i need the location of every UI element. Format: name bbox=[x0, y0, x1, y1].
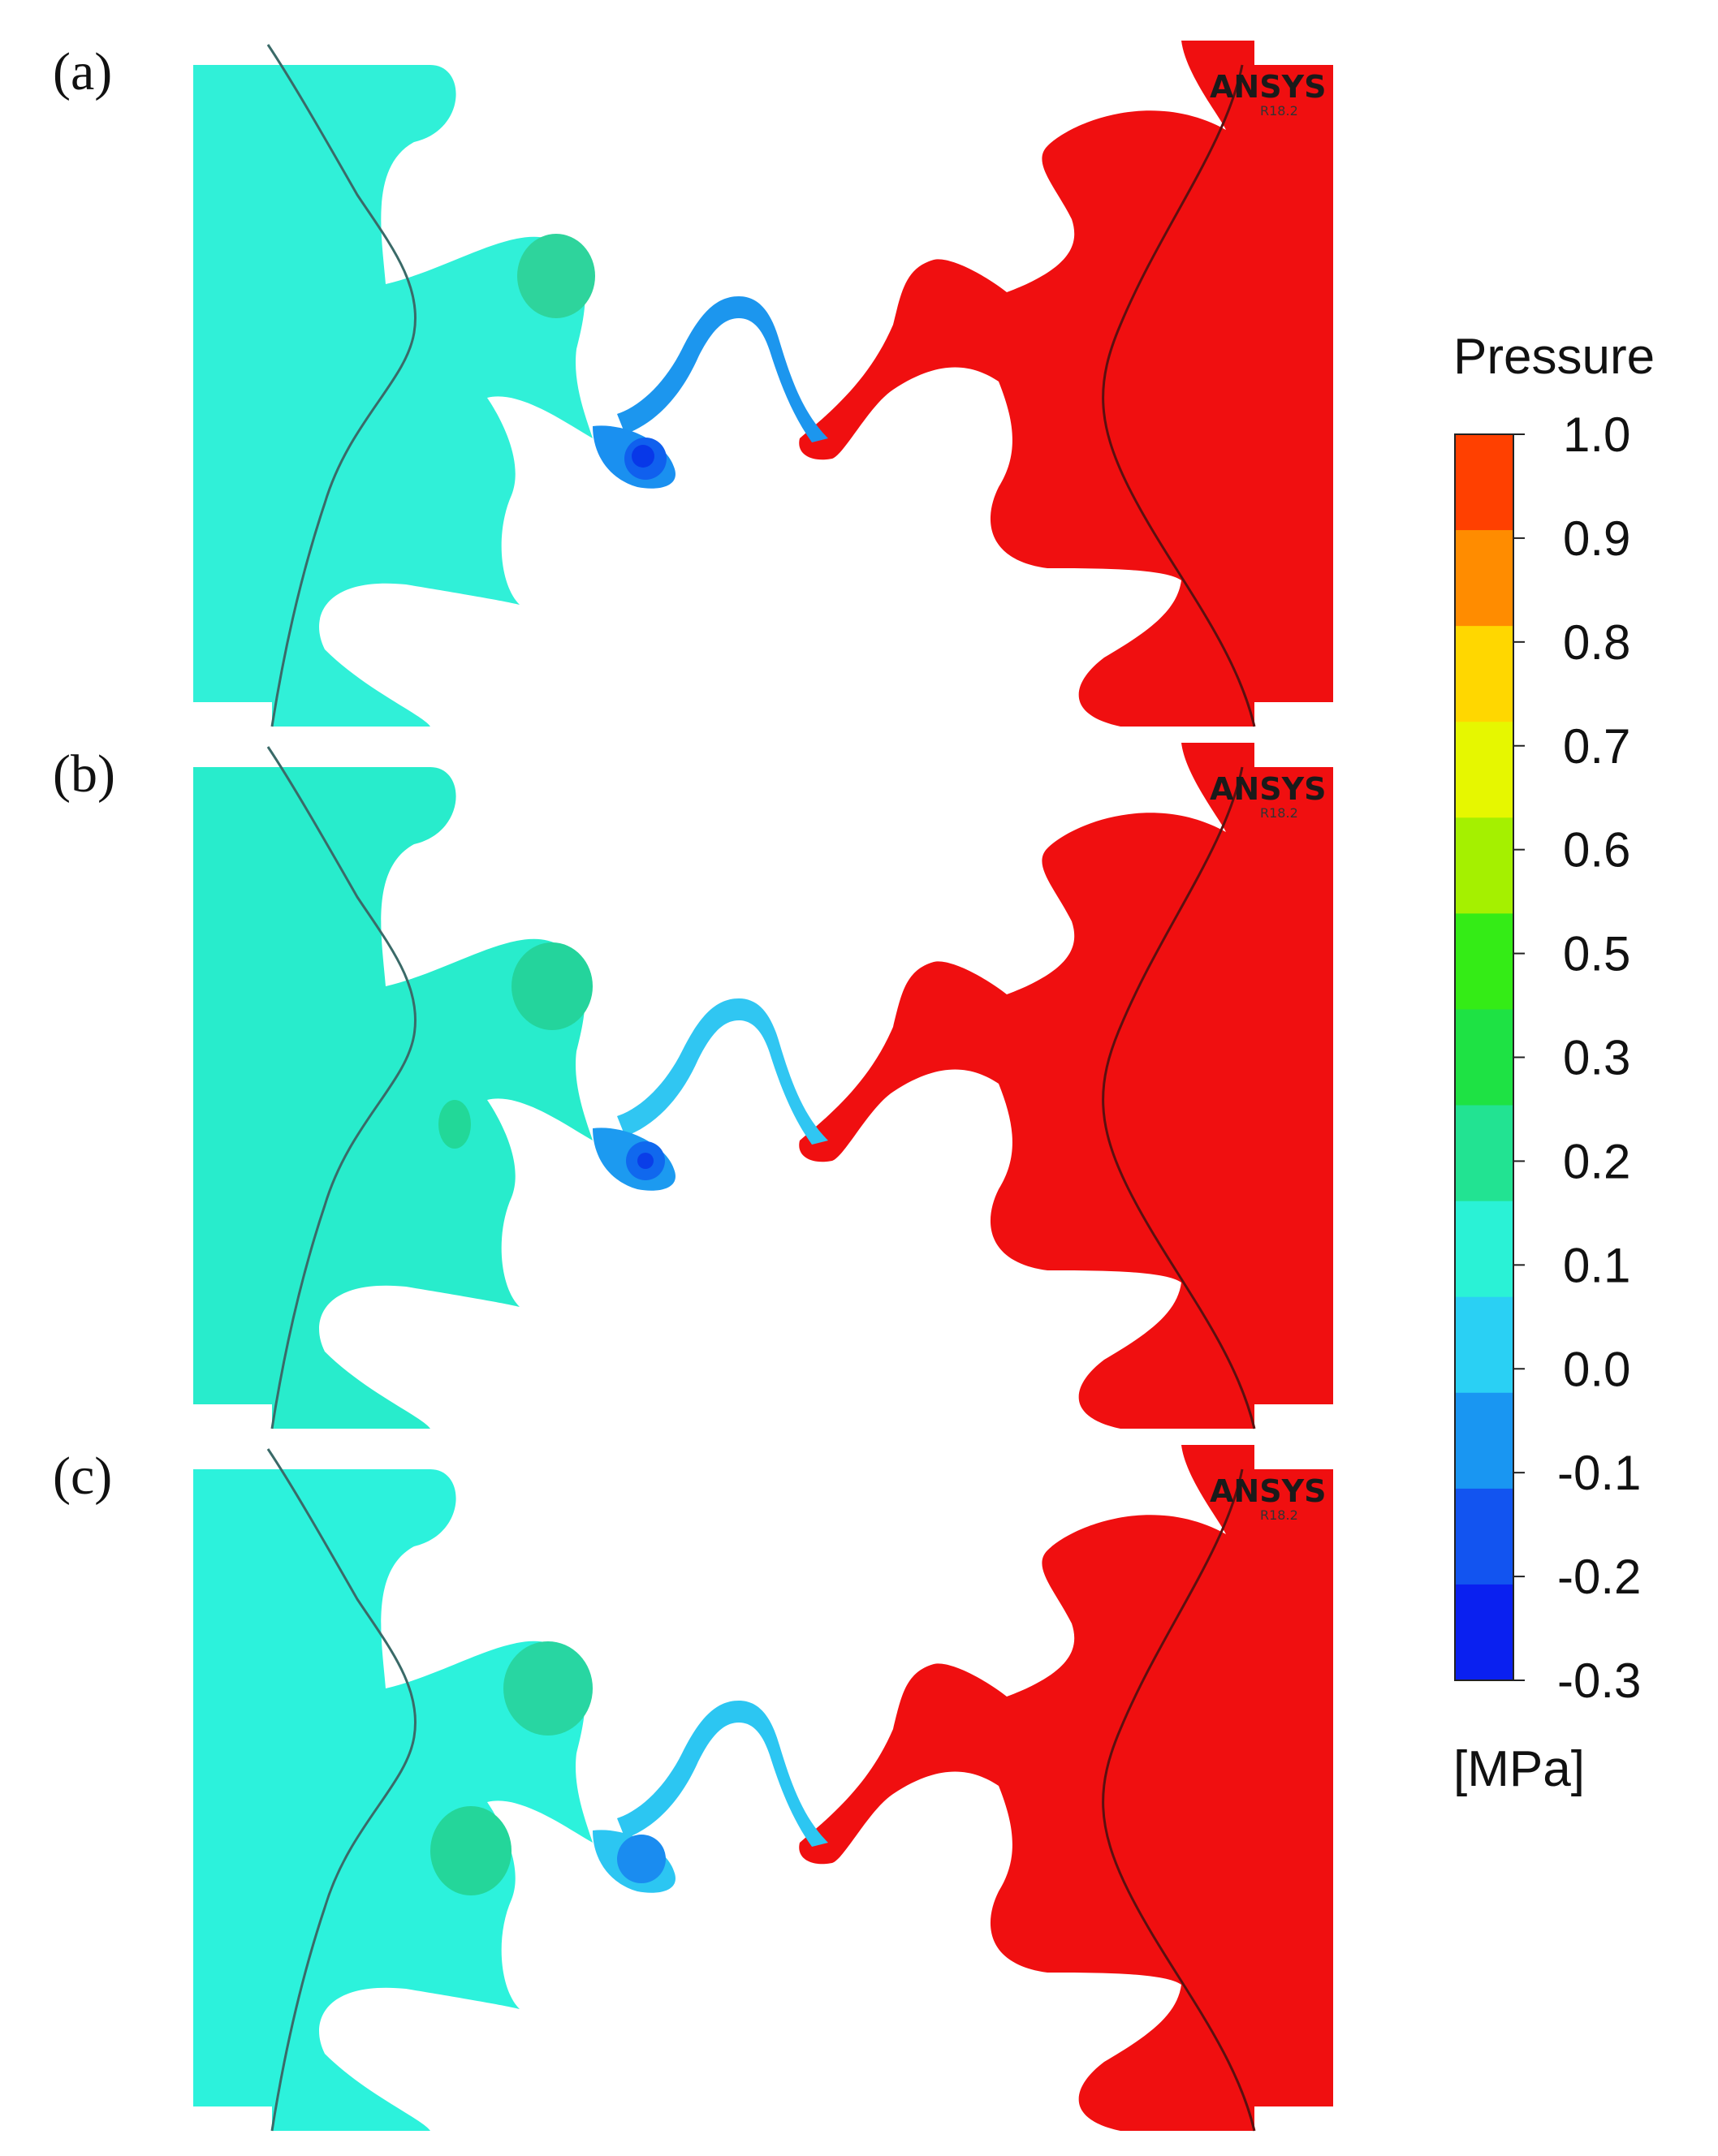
legend-ticks: 1.0 0.9 0.8 0.7 0.6 0.5 0.3 0.2 0.1 0.0 -0.1 -0.2 -0… bbox=[1513, 407, 1641, 1708]
tip-clearance-channel bbox=[617, 296, 828, 442]
panel-b: (b) ANSYS R18.2 bbox=[53, 743, 1333, 1429]
legend-tick-label: 0.1 bbox=[1563, 1238, 1630, 1292]
software-version: R18.2 bbox=[1260, 1507, 1298, 1523]
software-watermark: ANSYS bbox=[1210, 771, 1326, 807]
high-pressure-region bbox=[799, 1445, 1333, 2131]
gear-boundary-line bbox=[266, 44, 417, 727]
upper-pressure-blob bbox=[512, 942, 593, 1030]
legend-swatch bbox=[1455, 1009, 1513, 1106]
legend-swatch bbox=[1455, 1584, 1513, 1681]
legend-swatch bbox=[1455, 913, 1513, 1010]
panel-c: (c) ANSYS R18.2 bbox=[53, 1445, 1333, 2132]
legend-swatch bbox=[1455, 817, 1513, 914]
panel-label: (b) bbox=[53, 744, 115, 804]
legend-tick-label: -0.1 bbox=[1557, 1446, 1641, 1500]
legend-title: Pressure bbox=[1453, 329, 1655, 385]
legend-tick-label: 0.0 bbox=[1563, 1342, 1630, 1396]
legend-swatch bbox=[1455, 1201, 1513, 1298]
legend-swatch bbox=[1455, 1392, 1513, 1490]
legend-swatch bbox=[1455, 434, 1513, 531]
tip-clearance-channel bbox=[617, 998, 828, 1145]
high-pressure-region bbox=[799, 743, 1333, 1429]
pressure-legend: Pressure 1.0 0.9 0.8 0.7 0.6 0.5 0.3 0.2 0.1 0.0 -… bbox=[1453, 329, 1655, 1797]
gear-boundary-line bbox=[266, 1448, 417, 2132]
low-pressure-region bbox=[193, 65, 593, 727]
panel-a: (a) ANSYS R18.2 bbox=[53, 41, 1333, 727]
pocket-core bbox=[637, 1153, 654, 1169]
upper-pressure-blob bbox=[517, 234, 595, 318]
software-watermark: ANSYS bbox=[1210, 1473, 1326, 1509]
legend-tick-label: 0.8 bbox=[1563, 615, 1630, 670]
legend-tick-label: 0.2 bbox=[1563, 1134, 1630, 1188]
low-pressure-region bbox=[193, 767, 593, 1429]
legend-unit: [MPa] bbox=[1453, 1741, 1585, 1797]
legend-tick-label: 0.5 bbox=[1563, 927, 1630, 981]
legend-tick-label: 0.3 bbox=[1563, 1031, 1630, 1085]
legend-swatch bbox=[1455, 626, 1513, 722]
legend-swatch bbox=[1455, 1296, 1513, 1394]
low-pressure-region bbox=[193, 1469, 593, 2131]
upper-pressure-blob bbox=[503, 1641, 593, 1736]
legend-tick-label: 1.0 bbox=[1563, 407, 1630, 462]
legend-swatch bbox=[1455, 722, 1513, 818]
legend-tick-label: 0.6 bbox=[1563, 823, 1630, 877]
tip-clearance-channel bbox=[617, 1701, 828, 1847]
legend-swatch bbox=[1455, 1488, 1513, 1585]
gear-boundary-line bbox=[266, 746, 417, 1429]
legend-tick-label: 0.9 bbox=[1563, 511, 1630, 566]
panel-label: (c) bbox=[53, 1447, 112, 1506]
software-watermark: ANSYS bbox=[1210, 69, 1326, 105]
gear-boundary-line bbox=[1102, 766, 1256, 1429]
high-pressure-region bbox=[799, 41, 1333, 727]
pocket-core bbox=[632, 445, 654, 468]
legend-swatch bbox=[1455, 530, 1513, 627]
software-version: R18.2 bbox=[1260, 103, 1298, 119]
legend-tick-label: 0.7 bbox=[1563, 719, 1630, 774]
legend-colorbar bbox=[1454, 433, 1514, 1681]
pocket-core bbox=[617, 1835, 666, 1883]
gear-boundary-line bbox=[1102, 64, 1256, 727]
lower-pressure-blob bbox=[430, 1806, 512, 1895]
gear-boundary-line bbox=[1102, 1468, 1256, 2132]
lower-pressure-blob bbox=[438, 1100, 471, 1149]
legend-tick-label: -0.2 bbox=[1557, 1550, 1641, 1604]
panel-label: (a) bbox=[53, 42, 112, 101]
legend-swatch bbox=[1455, 1105, 1513, 1202]
software-version: R18.2 bbox=[1260, 805, 1298, 821]
legend-tick-label: -0.3 bbox=[1557, 1654, 1641, 1708]
